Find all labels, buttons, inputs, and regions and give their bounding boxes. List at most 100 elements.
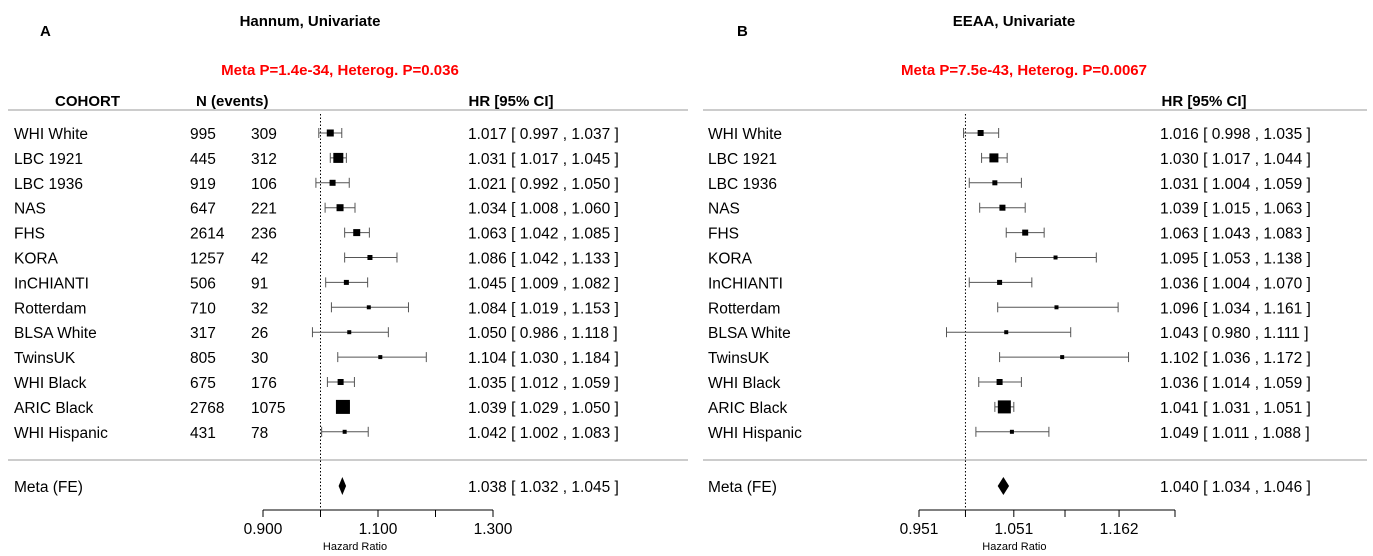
events-value: 32 [251, 300, 268, 317]
hr-ci-value: 1.017 [ 0.997 , 1.037 ] [468, 126, 619, 143]
hr-ci-value: 1.036 [ 1.014 , 1.059 ] [1160, 375, 1311, 392]
point-estimate-box [1054, 305, 1059, 310]
hr-ci-value: 1.045 [ 1.009 , 1.082 ] [468, 275, 619, 292]
hr-ci-value: 1.031 [ 1.017 , 1.045 ] [468, 151, 619, 168]
point-estimate-box [992, 180, 998, 186]
hr-ci-value: 1.021 [ 0.992 , 1.050 ] [468, 176, 619, 193]
x-tick-label: 1.051 [994, 521, 1033, 538]
hr-ci-value: 1.063 [ 1.043 , 1.083 ] [1160, 226, 1311, 243]
events-value: 91 [251, 275, 268, 292]
cohort-label: KORA [708, 251, 753, 268]
hr-ci-value: 1.035 [ 1.012 , 1.059 ] [468, 375, 619, 392]
events-value: 78 [251, 425, 268, 442]
cohort-label: Rotterdam [14, 300, 86, 317]
panel-title: Hannum, Univariate [240, 13, 381, 30]
hr-ci-value: 1.039 [ 1.015 , 1.063 ] [1160, 201, 1311, 218]
x-tick-label: 0.951 [900, 521, 939, 538]
hr-ci-value: 1.049 [ 1.011 , 1.088 ] [1160, 425, 1310, 442]
point-estimate-box [1009, 429, 1014, 434]
point-estimate-box [326, 129, 334, 137]
meta-label: Meta (FE) [14, 479, 83, 496]
n-value: 710 [190, 300, 216, 317]
n-value: 317 [190, 325, 216, 342]
n-value: 2614 [190, 226, 225, 243]
cohort-label: LBC 1936 [708, 176, 777, 193]
events-value: 176 [251, 375, 277, 392]
column-header-n-events: N (events) [196, 93, 269, 110]
hr-ci-value: 1.096 [ 1.034 , 1.161 ] [1160, 300, 1311, 317]
events-value: 236 [251, 226, 277, 243]
cohort-label: TwinsUK [14, 350, 76, 367]
point-estimate-box [1004, 330, 1009, 335]
hr-ci-value: 1.086 [ 1.042 , 1.133 ] [468, 251, 619, 268]
point-estimate-box [333, 152, 344, 163]
forest-panel-a: A Hannum, Univariate Meta P=1.4e-34, Heter… [8, 13, 688, 553]
cohort-label: InCHIANTI [708, 275, 783, 292]
n-value: 805 [190, 350, 216, 367]
cohort-label: TwinsUK [708, 350, 770, 367]
cohort-label: Rotterdam [708, 300, 780, 317]
events-value: 1075 [251, 400, 285, 417]
point-estimate-box [1060, 355, 1065, 360]
point-estimate-box [1022, 229, 1029, 236]
cohort-label: InCHIANTI [14, 275, 89, 292]
n-value: 1257 [190, 251, 224, 268]
x-tick-label: 1.300 [474, 521, 513, 538]
hr-ci-value: 1.084 [ 1.019 , 1.153 ] [468, 300, 619, 317]
cohort-label: WHI Hispanic [14, 425, 108, 442]
point-estimate-box [337, 379, 344, 385]
n-value: 2768 [190, 400, 224, 417]
x-tick-label: 1.162 [1100, 521, 1139, 538]
column-header-hr: HR [95% CI] [468, 93, 553, 110]
n-value: 445 [190, 151, 216, 168]
point-estimate-box [329, 179, 336, 186]
panel-title: EEAA, Univariate [953, 13, 1076, 30]
cohort-label: FHS [708, 226, 739, 243]
hr-ci-value: 1.041 [ 1.031 , 1.051 ] [1160, 400, 1311, 417]
column-header-hr: HR [95% CI] [1161, 93, 1246, 110]
hr-ci-value: 1.031 [ 1.004 , 1.059 ] [1160, 176, 1311, 193]
panel-label: B [737, 23, 748, 40]
cohort-label: WHI White [14, 126, 88, 143]
point-estimate-box [343, 279, 349, 285]
events-value: 309 [251, 126, 277, 143]
meta-hr-ci-value: 1.038 [ 1.032 , 1.045 ] [468, 479, 619, 496]
cohort-label: WHI Hispanic [708, 425, 802, 442]
cohort-label: NAS [14, 201, 46, 218]
hr-ci-value: 1.102 [ 1.036 , 1.172 ] [1160, 350, 1311, 367]
hr-ci-value: 1.043 [ 0.980 , 1.111 ] [1160, 325, 1309, 342]
x-axis-label: Hazard Ratio [982, 541, 1046, 553]
cohort-label: BLSA White [708, 325, 791, 342]
cohort-label: ARIC Black [14, 400, 93, 417]
column-header-cohort: COHORT [55, 93, 120, 110]
point-estimate-box [367, 255, 373, 260]
point-estimate-box [336, 204, 344, 212]
cohort-label: WHI Black [14, 375, 87, 392]
x-tick-label: 0.900 [244, 521, 283, 538]
panel-subtitle: Meta P=1.4e-34, Heterog. P=0.036 [221, 62, 459, 79]
n-value: 647 [190, 201, 216, 218]
panel-label: A [40, 23, 51, 40]
point-estimate-box [997, 279, 1003, 285]
x-tick-label: 1.100 [359, 521, 398, 538]
events-value: 106 [251, 176, 277, 193]
panel-subtitle: Meta P=7.5e-43, Heterog. P=0.0067 [901, 62, 1147, 79]
meta-label: Meta (FE) [708, 479, 777, 496]
hr-ci-value: 1.050 [ 0.986 , 1.118 ] [468, 325, 618, 342]
hr-ci-value: 1.036 [ 1.004 , 1.070 ] [1160, 275, 1311, 292]
point-estimate-box [353, 229, 361, 237]
point-estimate-box [996, 379, 1003, 385]
hr-ci-value: 1.030 [ 1.017 , 1.044 ] [1160, 151, 1311, 168]
cohort-label: LBC 1936 [14, 176, 83, 193]
hr-ci-value: 1.104 [ 1.030 , 1.184 ] [468, 350, 619, 367]
events-value: 42 [251, 251, 268, 268]
point-estimate-box [997, 400, 1011, 414]
x-axis-label: Hazard Ratio [323, 541, 387, 553]
cohort-label: KORA [14, 251, 59, 268]
point-estimate-box [347, 330, 352, 335]
n-value: 675 [190, 375, 216, 392]
cohort-label: LBC 1921 [708, 151, 777, 168]
point-estimate-box [1053, 255, 1058, 260]
meta-hr-ci-value: 1.040 [ 1.034 , 1.046 ] [1160, 479, 1311, 496]
